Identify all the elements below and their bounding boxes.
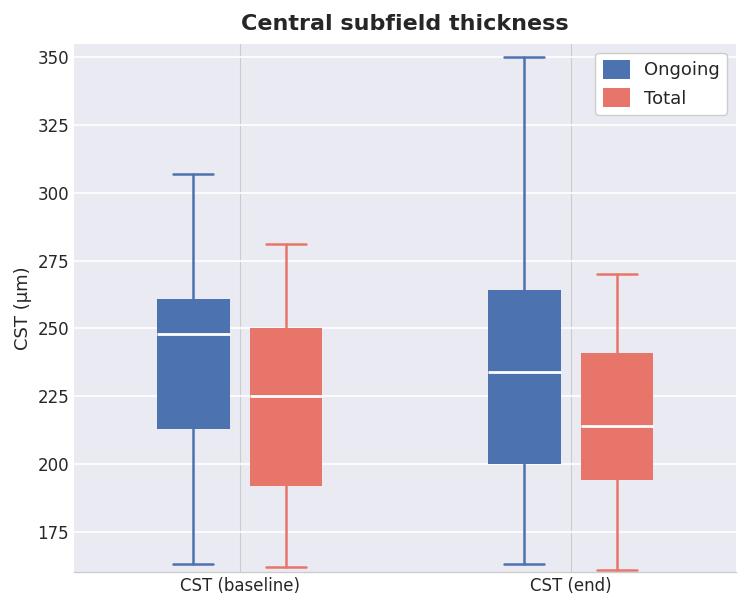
Bar bbox=[157, 298, 230, 429]
Title: Central subfield thickness: Central subfield thickness bbox=[242, 14, 569, 34]
Y-axis label: CST (μm): CST (μm) bbox=[14, 266, 32, 350]
Bar bbox=[250, 328, 322, 485]
Bar bbox=[580, 353, 653, 480]
Bar bbox=[488, 290, 561, 464]
Legend: Ongoing, Total: Ongoing, Total bbox=[596, 53, 727, 115]
